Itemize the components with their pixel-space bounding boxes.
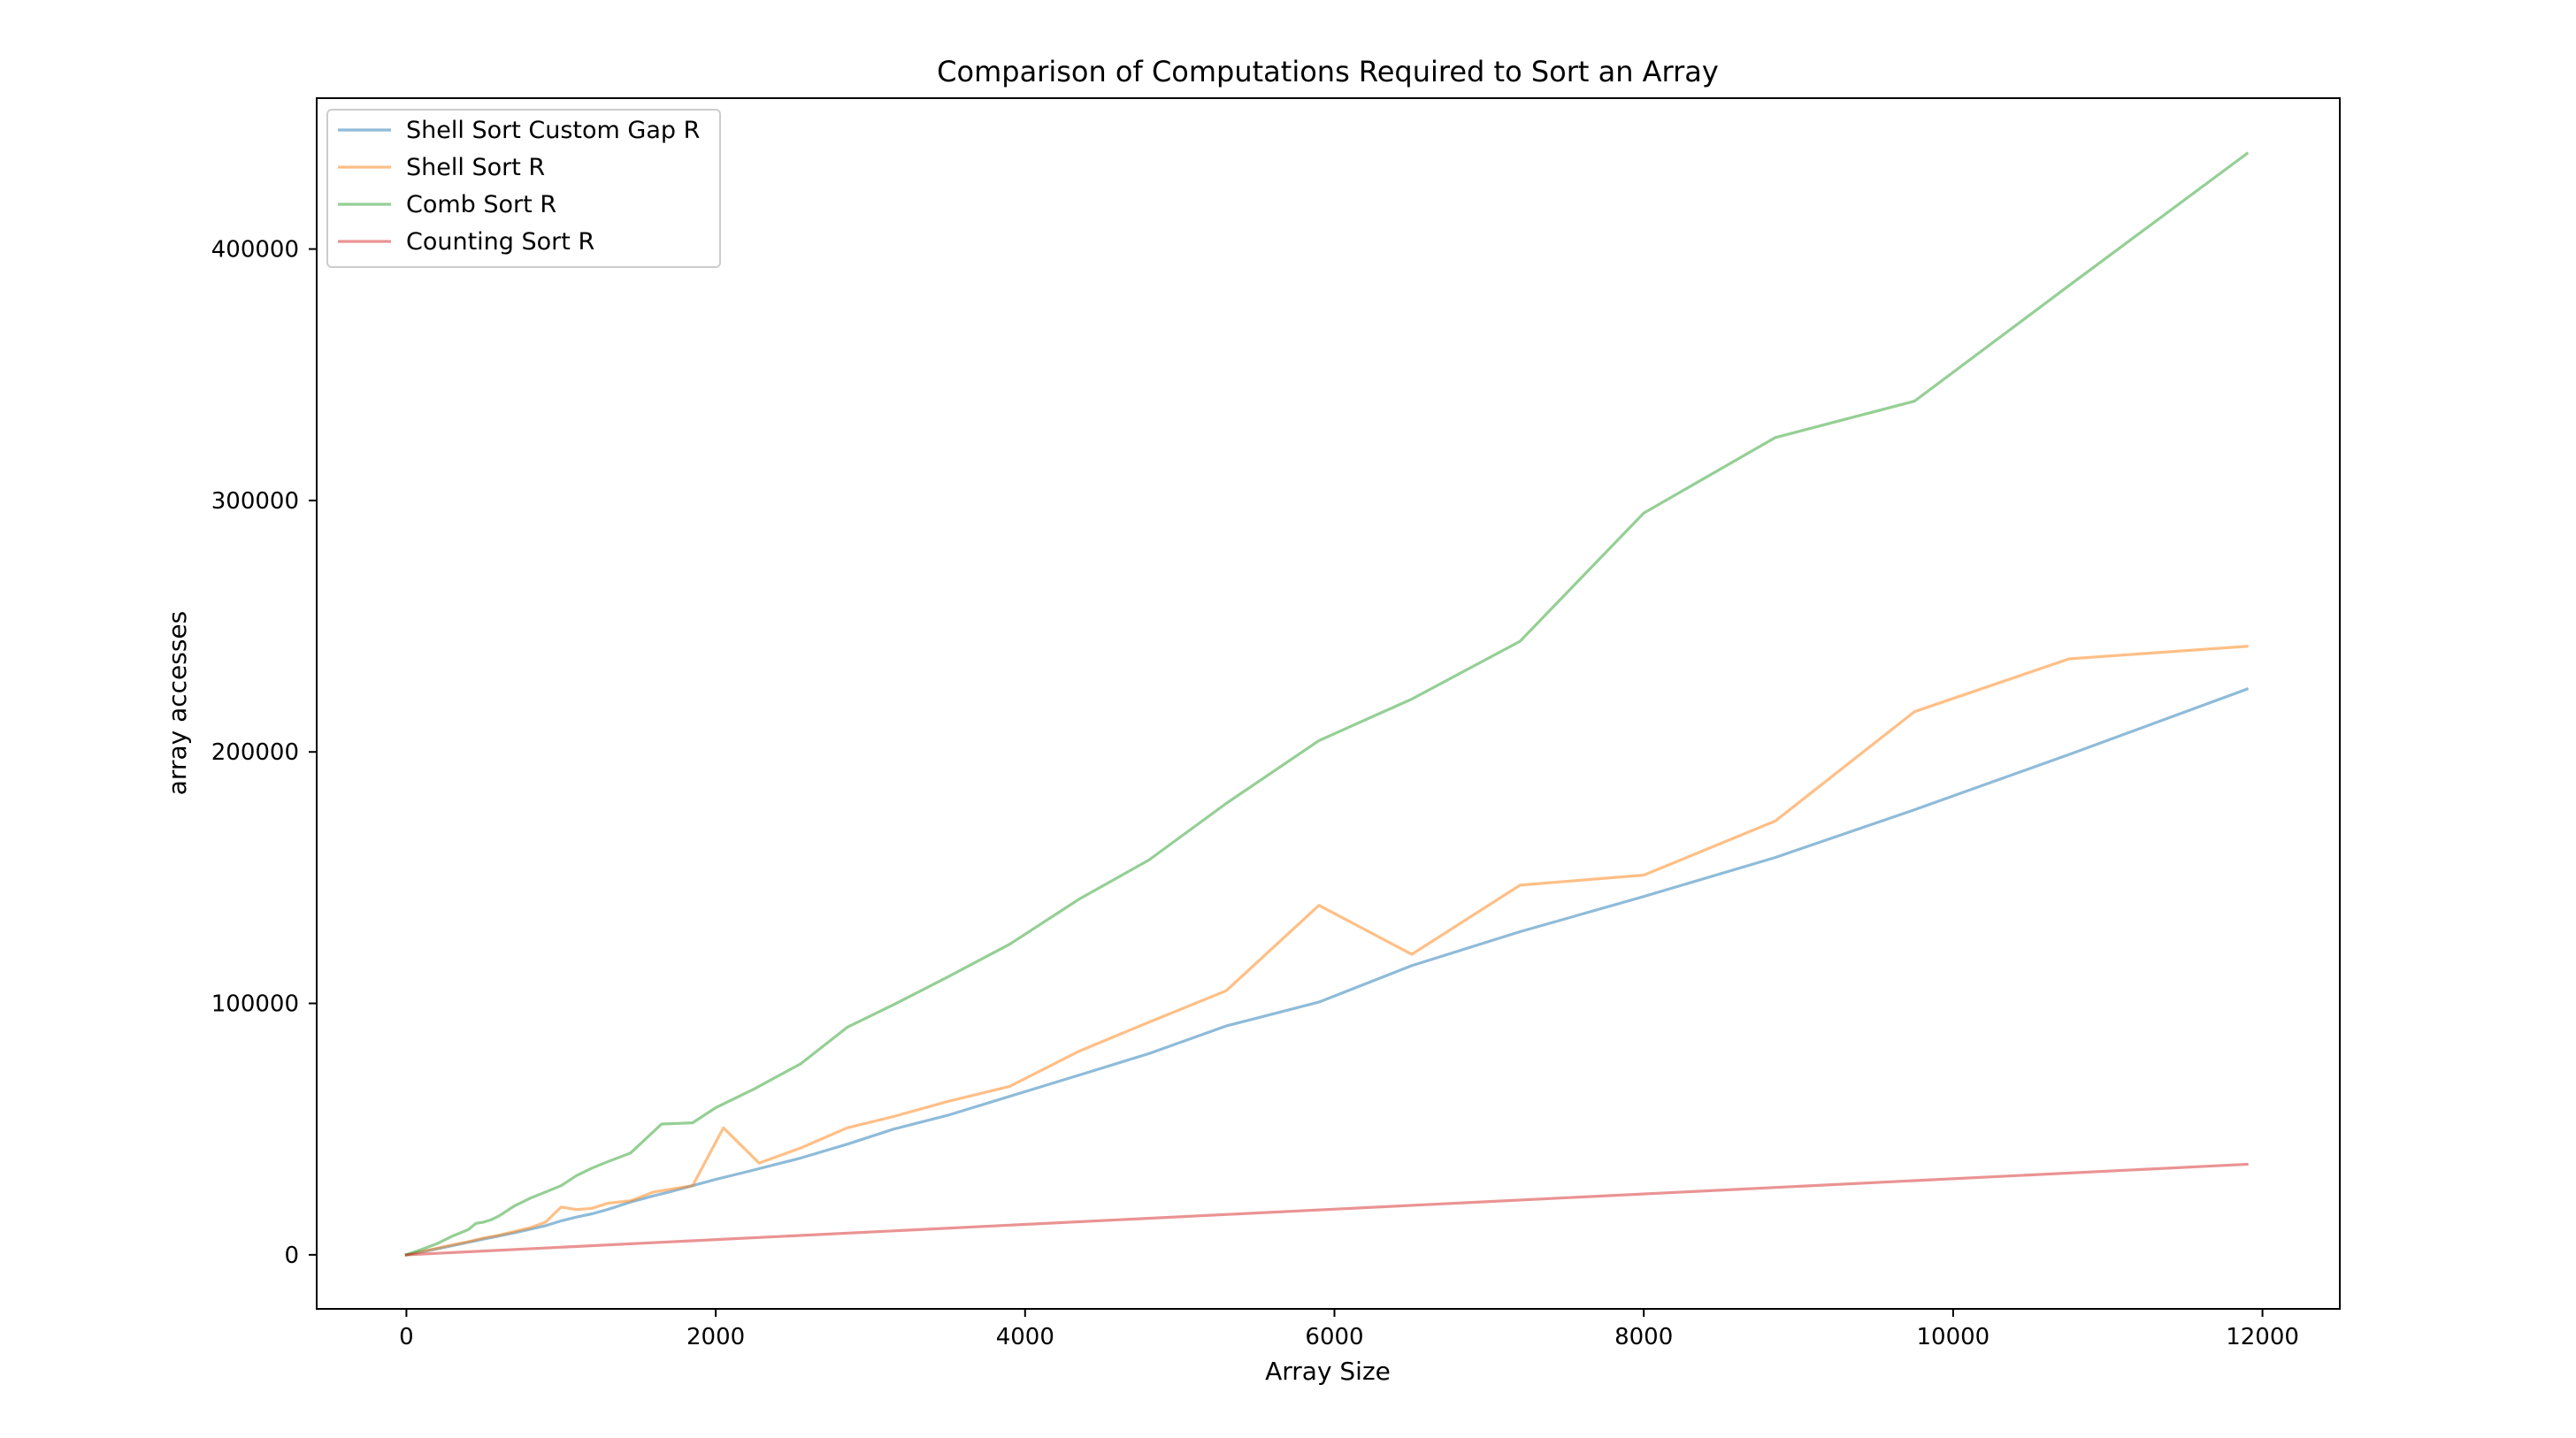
x-tick-label-6: 12000 [2226, 1324, 2299, 1350]
x-tick-label-5: 10000 [1917, 1324, 1990, 1350]
x-axis: 0 2000 4000 6000 8000 10000 12000 [399, 1309, 2299, 1350]
x-tick-label-1: 2000 [686, 1324, 745, 1350]
legend-box [326, 109, 721, 268]
plot-frame [316, 97, 2341, 1310]
x-tick-label-0: 0 [399, 1324, 414, 1350]
chart-title: Comparison of Computations Required to S… [937, 55, 1719, 88]
legend: Shell Sort Custom Gap R Shell Sort R Comb … [326, 109, 721, 268]
y-tick-label-2: 200000 [211, 739, 299, 766]
legend-label-0: Shell Sort Custom Gap R [406, 117, 700, 144]
y-tick-label-1: 100000 [211, 991, 299, 1018]
series-line-2 [404, 151, 2250, 1257]
x-tick-label-2: 4000 [996, 1324, 1054, 1350]
legend-label-2: Comb Sort R [406, 191, 556, 218]
x-tick-label-4: 8000 [1614, 1324, 1673, 1350]
x-axis-label: Array Size [1265, 1357, 1391, 1386]
series-layer [404, 151, 2250, 1257]
x-tick-label-3: 6000 [1305, 1324, 1363, 1350]
y-tick-label-0: 0 [284, 1243, 299, 1269]
series-line-1 [404, 645, 2249, 1257]
y-axis-label: array accesses [163, 611, 192, 795]
legend-label-3: Counting Sort R [406, 228, 594, 256]
legend-label-1: Shell Sort R [406, 154, 545, 181]
y-axis: 0 100000 200000 300000 400000 [211, 237, 317, 1269]
y-tick-label-3: 300000 [211, 488, 299, 515]
series-line-3 [404, 1162, 2249, 1257]
y-tick-label-4: 400000 [211, 237, 299, 264]
